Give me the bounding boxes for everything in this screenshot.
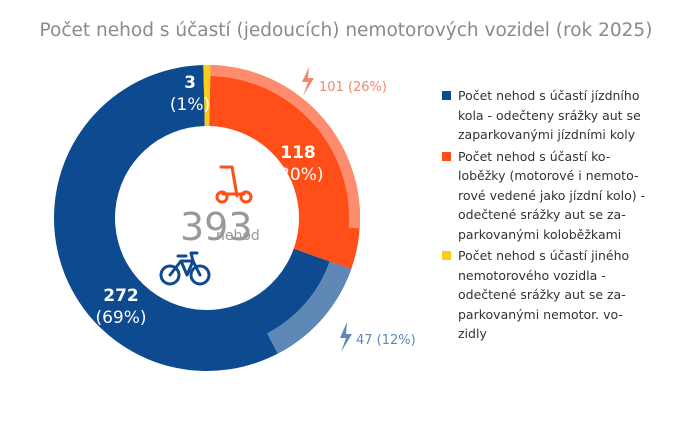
legend: Počet nehod s účastí jízdního kola - ode… [442, 86, 682, 346]
legend-item: Počet nehod s účastí ko- loběžky (motoro… [442, 147, 682, 245]
slice-label-other: 3 [184, 73, 196, 93]
subslice-scooter-fill [210, 65, 360, 229]
lightning-icon [302, 67, 314, 96]
slice-bike [53, 65, 352, 372]
slice-pct-other: (1%) [170, 95, 210, 115]
total-unit: nehod [216, 228, 260, 244]
slice-pct-scooter: (30%) [272, 165, 323, 185]
subslice-label-bike: 47 (12%) [356, 333, 416, 348]
bicycle-icon [159, 251, 211, 286]
slice-label-scooter: 118 [280, 143, 316, 163]
legend-swatch [442, 91, 451, 100]
legend-text: Počet nehod s účastí jiného nemotorového… [458, 248, 630, 341]
legend-swatch [442, 151, 451, 161]
legend-text: Počet nehod s účastí jízdního kola - ode… [458, 88, 641, 142]
subslice-bike [266, 261, 352, 354]
legend-swatch [442, 251, 451, 260]
subslice-label-scooter: 101 (26%) [319, 80, 387, 95]
legend-item: Počet nehod s účastí jízdního kola - ode… [442, 86, 682, 145]
legend-text: Počet nehod s účastí ko- loběžky (motoro… [458, 148, 646, 242]
total-value: 393 [180, 205, 253, 249]
legend-item: Počet nehod s účastí jiného nemotorového… [442, 246, 682, 344]
scooter-icon [215, 165, 253, 204]
lightning-icon [340, 322, 352, 352]
slice-pct-bike: (69%) [95, 308, 146, 328]
slice-label-bike: 272 [103, 286, 139, 306]
slice-scooter [209, 65, 360, 269]
slice-other [203, 65, 211, 127]
chart-title: Počet nehod s účastí (jedoucích) nemotor… [39, 20, 653, 41]
